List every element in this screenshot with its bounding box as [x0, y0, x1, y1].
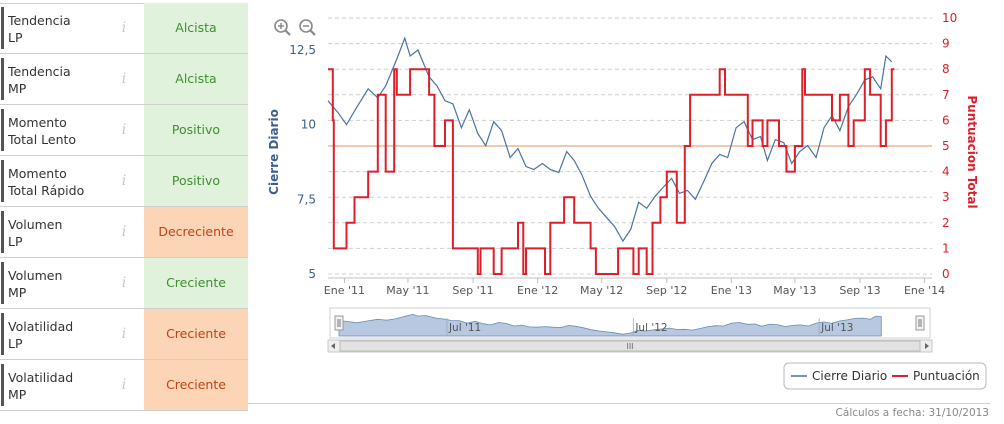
indicator-name: Volatilidad LP [8, 319, 74, 351]
score-series-line [328, 68, 895, 275]
y-right-tick-label: 6 [942, 113, 950, 127]
info-icon[interactable]: i [121, 275, 127, 291]
table-top-border [0, 3, 248, 4]
price-series-line [327, 36, 893, 243]
row-marker [1, 211, 4, 253]
x-tick-label: May '13 [773, 284, 816, 297]
y-left-tick-label: 5 [308, 267, 316, 281]
navigator-label: Jul '11 [448, 322, 481, 334]
x-tick-label: Ene '12 [517, 284, 558, 297]
info-icon[interactable]: i [121, 71, 127, 87]
chart-area: Ene '11 May '11 Sep '11 Ene '12 May '12 Sep '… [267, 11, 987, 390]
indicator-name: Tendencia LP [8, 13, 71, 45]
navigator-handle[interactable] [334, 315, 344, 331]
y-left-tick-label: 10 [301, 118, 316, 132]
navigator-handle[interactable] [915, 315, 925, 331]
y-right-tick-label: 0 [942, 267, 950, 281]
chart-bottom-border [248, 403, 990, 404]
row-marker [1, 262, 4, 304]
y-right-tick-label: 3 [942, 190, 950, 204]
calculation-date: Cálculos a fecha: 31/10/2013 [835, 407, 989, 419]
row-marker [1, 58, 4, 100]
y-right-tick-label: 7 [942, 88, 950, 102]
y-right-tick-label: 9 [942, 37, 950, 51]
indicator-name: Momento Total Lento [8, 115, 77, 147]
indicator-row: Volumen LP i Decreciente [0, 207, 248, 258]
indicator-value: Decreciente [144, 207, 248, 257]
chart-axes: Ene '11 May '11 Sep '11 Ene '12 May '12 Sep '… [267, 11, 979, 297]
chart-series [327, 36, 932, 275]
indicator-value: Alcista [144, 3, 248, 53]
navigator-scrollbar-thumb [339, 340, 921, 352]
navigator-series [338, 313, 882, 337]
indicator-value: Creciente [144, 309, 248, 359]
y-left-axis-title: Cierre Diario [267, 109, 281, 195]
indicator-name: Tendencia MP [8, 64, 71, 96]
info-icon[interactable]: i [121, 377, 127, 393]
indicator-value: Positivo [144, 156, 248, 206]
indicator-row: Momento Total Lento i Positivo [0, 105, 248, 156]
navigator-scrollbar-grip: III [626, 342, 633, 351]
indicator-row: Volumen MP i Creciente [0, 258, 248, 309]
x-tick-label: Sep '11 [452, 284, 493, 297]
y-right-tick-label: 4 [942, 165, 950, 179]
scroll-right-icon [925, 343, 929, 349]
zoom-out-icon[interactable] [299, 19, 316, 36]
indicator-value: Creciente [144, 258, 248, 308]
row-marker [1, 160, 4, 202]
x-tick-label: Sep '13 [839, 284, 880, 297]
navigator-label: Jul '13 [820, 322, 853, 334]
row-marker [1, 313, 4, 355]
info-icon[interactable]: i [121, 20, 127, 36]
legend-score-label: Puntuación [913, 369, 980, 383]
indicator-name: Volumen MP [8, 268, 63, 300]
y-right-axis-title: Puntuacion Total [965, 95, 979, 208]
y-right-tick-label: 2 [942, 216, 950, 230]
indicator-value: Creciente [144, 360, 248, 410]
legend-box [783, 362, 987, 390]
indicator-table: Tendencia LP i Alcista Tendencia MP i Alcista Mo… [0, 3, 248, 411]
chart-navigator[interactable]: Jul '11 Jul '12 Jul '13 III [327, 307, 933, 353]
info-icon[interactable]: i [121, 122, 127, 138]
indicator-name: Momento Total Rápido [8, 166, 85, 198]
y-left-tick-label: 12,5 [289, 43, 316, 57]
zoom-in-icon[interactable] [274, 19, 291, 36]
y-left-tick-label: 7,5 [297, 192, 316, 206]
indicator-row: Volatilidad LP i Creciente [0, 309, 248, 360]
y-right-tick-label: 8 [942, 62, 950, 76]
legend-price-label: Cierre Diario [812, 369, 887, 383]
indicator-value: Positivo [144, 105, 248, 155]
x-tick-label: Ene '14 [904, 284, 945, 297]
x-tick-label: Ene '13 [711, 284, 752, 297]
row-marker [1, 109, 4, 151]
y-right-tick-label: 5 [942, 139, 950, 153]
indicator-row: Volatilidad MP i Creciente [0, 360, 248, 411]
scroll-left-icon [331, 343, 335, 349]
x-tick-label: May '11 [386, 284, 429, 297]
x-tick-label: Ene '11 [324, 284, 365, 297]
navigator-label: Jul '12 [634, 322, 667, 334]
x-tick-label: Sep '12 [646, 284, 687, 297]
y-right-tick-label: 1 [942, 241, 950, 255]
indicator-row: Momento Total Rápido i Positivo [0, 156, 248, 207]
indicator-row: Tendencia MP i Alcista [0, 54, 248, 105]
chart-legend[interactable]: Cierre Diario Puntuación [783, 362, 987, 390]
indicator-name: Volatilidad MP [8, 370, 74, 402]
info-icon[interactable]: i [121, 224, 127, 240]
row-marker [1, 364, 4, 406]
indicator-name: Volumen LP [8, 217, 63, 249]
x-tick-label: May '12 [580, 284, 623, 297]
y-right-tick-label: 10 [942, 11, 957, 25]
row-marker [1, 7, 4, 49]
indicator-value: Alcista [144, 54, 248, 104]
info-icon[interactable]: i [121, 173, 127, 189]
indicator-row: Tendencia LP i Alcista [0, 3, 248, 54]
info-icon[interactable]: i [121, 326, 127, 342]
